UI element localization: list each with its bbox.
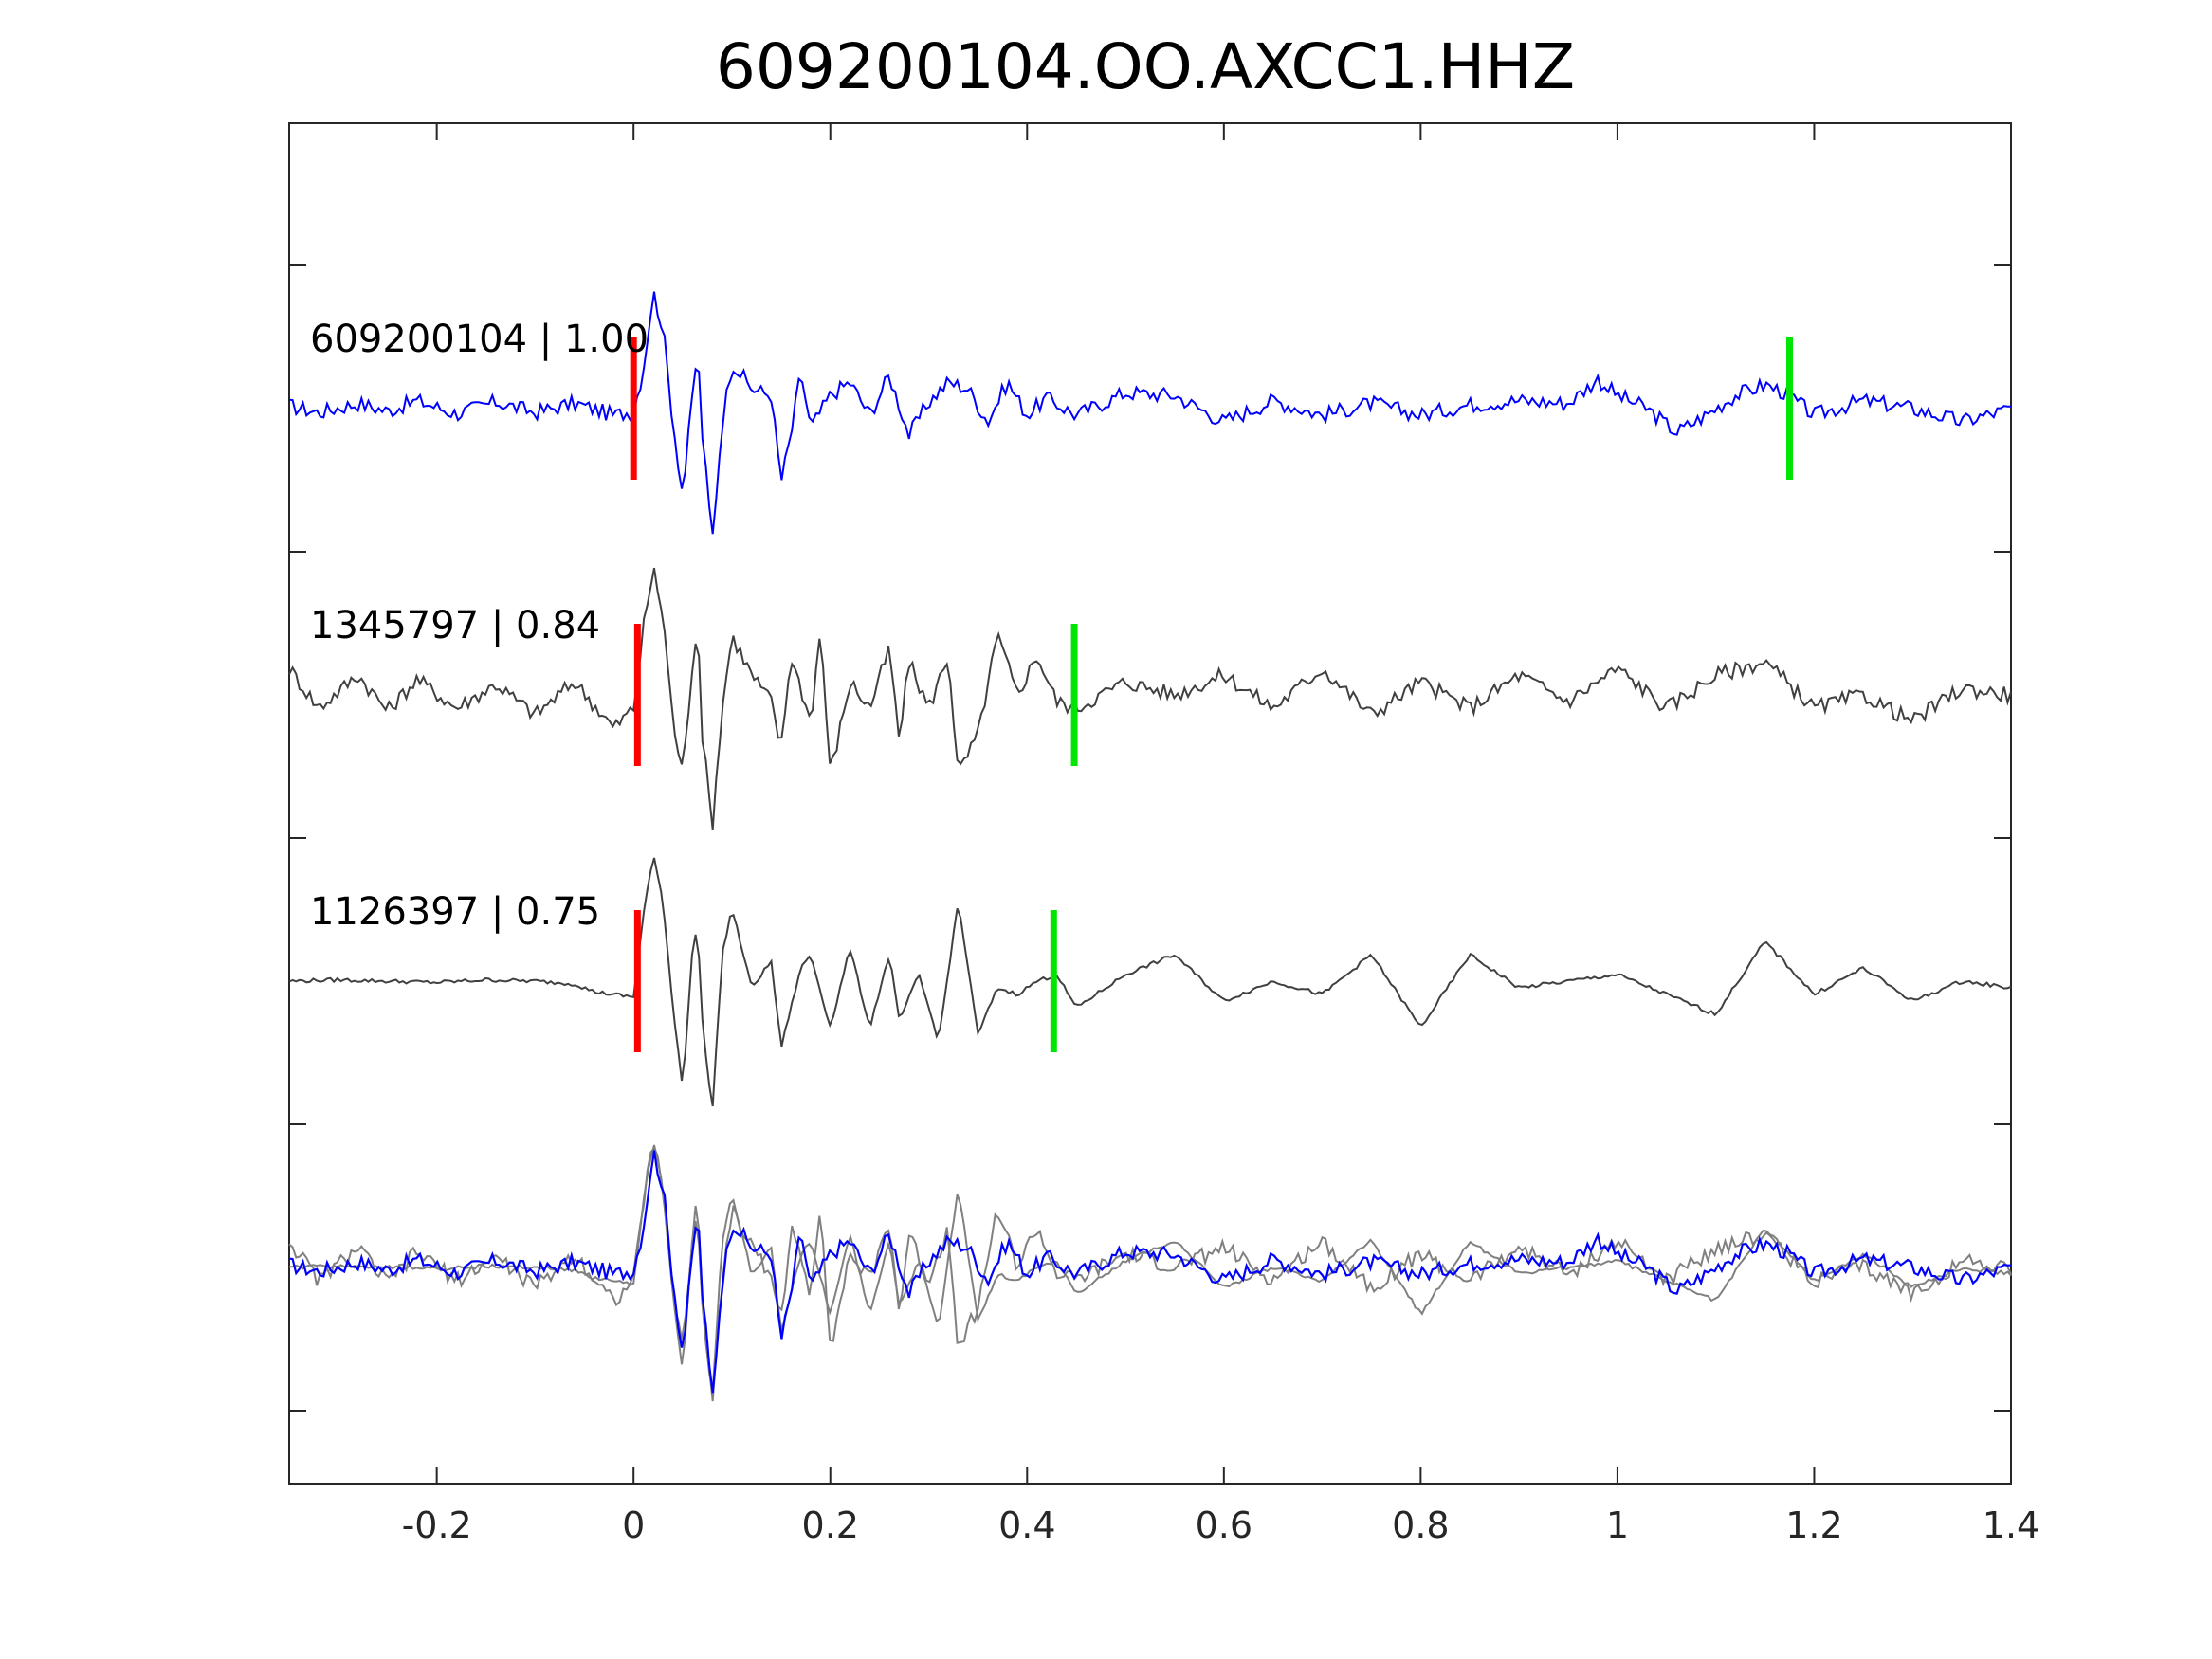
trace-label: 1345797 | 0.84 <box>310 604 600 647</box>
trace-label: 1126397 | 0.75 <box>310 890 600 934</box>
chart-title: 609200104.OO.AXCC1.HHZ <box>716 30 1575 103</box>
plot-frame <box>288 122 2012 1485</box>
x-tick-label: 0.6 <box>1196 1504 1252 1546</box>
x-tick-label: 1 <box>1606 1504 1629 1546</box>
overlay-trace-609200104 <box>288 1150 2011 1394</box>
x-tick-label: 1.4 <box>1983 1504 2039 1546</box>
overlay-trace-1126397 <box>288 1144 2012 1391</box>
x-tick-label: -0.2 <box>402 1504 472 1546</box>
waveform-trace-1345797 <box>288 567 2012 830</box>
pick-markers <box>630 337 1794 1052</box>
y-axis-ticks <box>289 264 2011 1412</box>
trace-labels: 609200104 | 1.00 1345797 | 0.84 1126397 | … <box>310 318 649 934</box>
trace-label: 609200104 | 1.00 <box>310 318 649 361</box>
x-tick-label: 1.2 <box>1785 1504 1842 1546</box>
waveform-traces <box>288 291 2012 1402</box>
x-tick-label: 0.8 <box>1392 1504 1449 1546</box>
x-tick-label: 0.2 <box>802 1504 859 1546</box>
x-tick-label: 0.4 <box>998 1504 1055 1546</box>
waveform-trace-1126397 <box>288 857 2012 1107</box>
waveform-trace-609200104 <box>288 291 2011 535</box>
x-axis-ticks: -0.2 0 0.2 0.4 0.6 0.8 1 1.2 1.4 <box>402 123 2039 1546</box>
x-tick-label: 0 <box>622 1504 645 1546</box>
overlay-trace-1345797 <box>288 1146 2012 1402</box>
